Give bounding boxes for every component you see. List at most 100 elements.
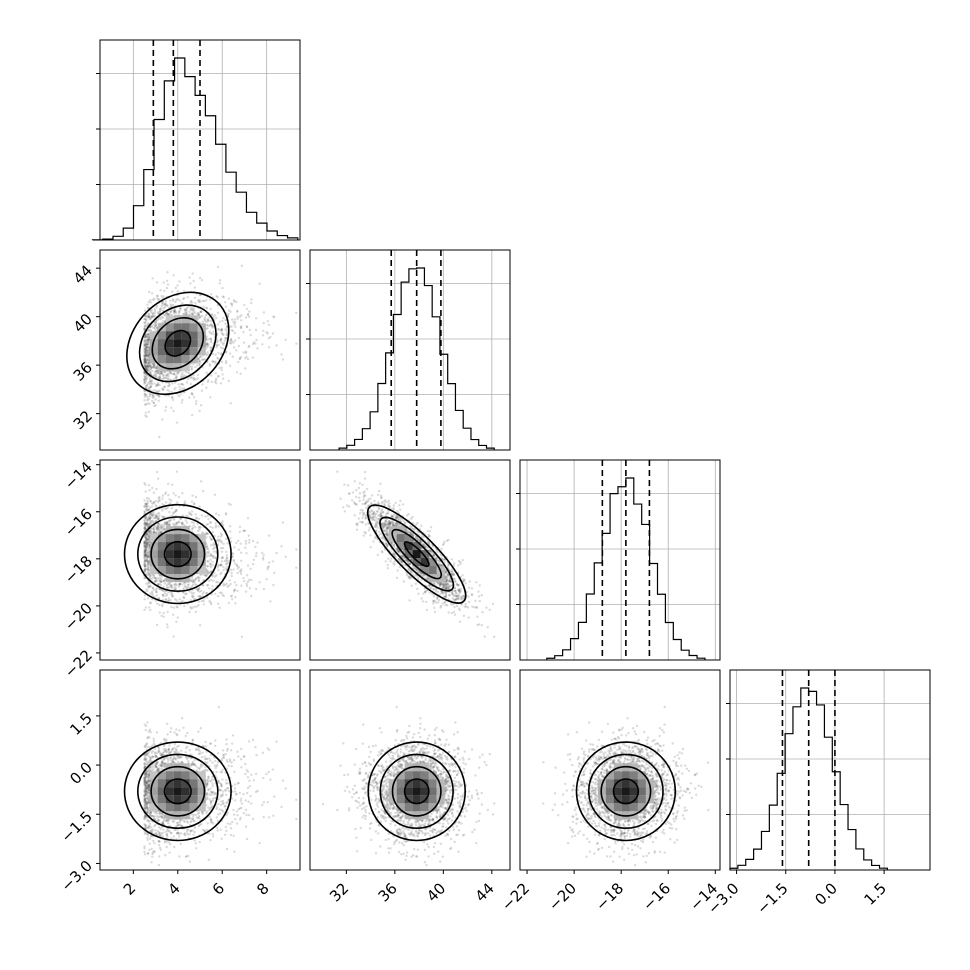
scatter-point [169, 501, 172, 505]
scatter-point [152, 491, 156, 494]
scatter-point [143, 373, 146, 376]
scatter-point [172, 378, 176, 381]
scatter-point [147, 316, 150, 319]
scatter-point [170, 406, 173, 409]
scatter-point [239, 326, 243, 330]
scatter-point [144, 379, 147, 383]
scatter-point [174, 311, 178, 314]
scatter-point [251, 562, 255, 566]
scatter-point [143, 379, 146, 383]
scatter-point [183, 289, 186, 293]
scatter-point [228, 352, 232, 355]
scatter-point [478, 599, 481, 603]
scatter-point [231, 329, 235, 332]
scatter-point [193, 286, 196, 289]
scatter-point [210, 320, 213, 323]
scatter-point [196, 373, 200, 377]
scatter-point [176, 284, 179, 287]
scatter-point [239, 542, 242, 545]
scatter-point [154, 580, 157, 583]
scatter-point [205, 343, 208, 346]
scatter-point [229, 582, 232, 586]
scatter-point [262, 311, 266, 314]
scatter-point [295, 548, 298, 551]
scatter-point [196, 529, 200, 533]
density-cell [189, 534, 198, 543]
scatter-point [216, 304, 219, 307]
scatter-point [157, 477, 160, 480]
scatter-point [170, 507, 174, 510]
scatter-point [150, 379, 154, 382]
scatter-point [229, 339, 232, 342]
scatter-point [201, 383, 204, 386]
scatter-point [229, 310, 232, 313]
scatter-point [161, 372, 164, 375]
scatter-point [155, 594, 158, 597]
scatter-point [143, 525, 147, 528]
scatter-point [206, 351, 210, 354]
scatter-point [152, 517, 156, 520]
scatter-point [195, 605, 198, 608]
scatter-point [219, 564, 222, 567]
scatter-point [216, 340, 219, 343]
scatter-point [235, 563, 239, 567]
scatter-point [231, 355, 234, 358]
scatter-point [153, 404, 156, 408]
density-cell [149, 347, 158, 356]
scatter-point [217, 374, 220, 378]
scatter-point [181, 599, 184, 603]
scatter-point [158, 611, 161, 614]
scatter-point [246, 312, 250, 316]
scatter-point [162, 295, 165, 298]
scatter-point [150, 382, 154, 386]
scatter-point [428, 591, 432, 594]
scatter-point [235, 371, 239, 374]
scatter-point [166, 610, 169, 614]
scatter-point [216, 265, 220, 269]
scatter-point [190, 375, 193, 379]
scatter-point [214, 556, 217, 559]
scatter-point [157, 298, 160, 301]
scatter-point [229, 503, 232, 506]
y-tick-label: −16 [61, 505, 96, 540]
scatter-point [236, 309, 239, 313]
scatter-point [221, 286, 224, 290]
scatter-point [224, 301, 227, 304]
scatter-point [151, 365, 154, 368]
scatter-point [194, 495, 198, 499]
scatter-point [145, 582, 148, 585]
scatter-point [210, 374, 213, 377]
scatter-point [173, 388, 176, 391]
scatter-point [206, 327, 209, 330]
scatter-point [240, 635, 244, 638]
scatter-point [144, 536, 148, 540]
scatter-point [186, 296, 189, 299]
scatter-point [160, 372, 163, 375]
scatter-point [144, 355, 148, 358]
scatter-point [144, 544, 148, 547]
scatter-point [146, 314, 150, 318]
scatter-point [196, 377, 199, 380]
scatter-point [464, 602, 467, 606]
scatter-point [152, 326, 155, 330]
scatter-point [200, 599, 204, 603]
scatter-point [218, 282, 221, 285]
scatter-point [229, 342, 233, 345]
scatter-point [166, 377, 170, 380]
scatter-point [161, 377, 165, 380]
scatter-point [151, 277, 154, 280]
scatter-point [220, 360, 224, 364]
scatter-point [160, 523, 164, 527]
scatter-point [163, 305, 167, 309]
scatter-point [227, 309, 231, 312]
scatter-point [258, 282, 261, 285]
scatter-point [262, 321, 265, 325]
scatter-point [205, 320, 208, 323]
scatter-point [209, 307, 212, 311]
scatter-point [233, 588, 237, 591]
scatter-point [206, 344, 210, 348]
scatter-point [152, 527, 155, 531]
scatter-point [185, 592, 188, 595]
scatter-point [236, 571, 239, 575]
scatter-point [206, 551, 209, 554]
